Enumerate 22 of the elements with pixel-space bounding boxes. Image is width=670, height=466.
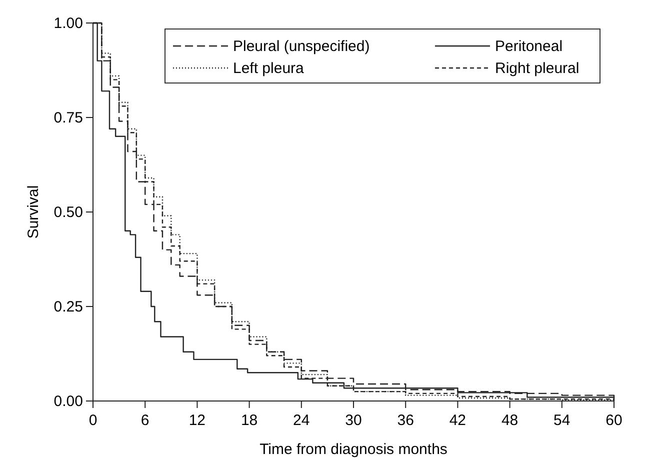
- x-axis-title: Time from diagnosis months: [260, 441, 448, 458]
- x-tick-label: 36: [397, 412, 414, 429]
- y-tick-label: 0.25: [54, 298, 83, 316]
- y-tick-label: 1.00: [54, 15, 83, 32]
- legend-label: Pleural (unspecified): [233, 38, 370, 55]
- x-tick-label: 54: [554, 412, 570, 429]
- x-tick-label: 0: [88, 412, 98, 429]
- y-tick-label: 0.50: [54, 204, 83, 221]
- y-tick-label: 0.00: [54, 393, 83, 410]
- x-tick-label: 12: [188, 412, 206, 429]
- x-tick-label: 60: [606, 412, 622, 429]
- x-tick-label: 24: [293, 412, 310, 429]
- legend-label: Left pleura: [233, 60, 305, 77]
- x-tick-label: 30: [345, 412, 362, 429]
- legend-label: Right pleural: [495, 60, 580, 77]
- x-tick-label: 6: [140, 412, 150, 429]
- y-axis-title: Survival: [25, 185, 42, 239]
- x-tick-label: 42: [449, 412, 466, 429]
- legend-label: Peritoneal: [495, 38, 563, 55]
- y-tick-label: 0.75: [54, 110, 83, 126]
- x-tick-label: 48: [501, 412, 518, 429]
- x-tick-label: 18: [240, 412, 258, 429]
